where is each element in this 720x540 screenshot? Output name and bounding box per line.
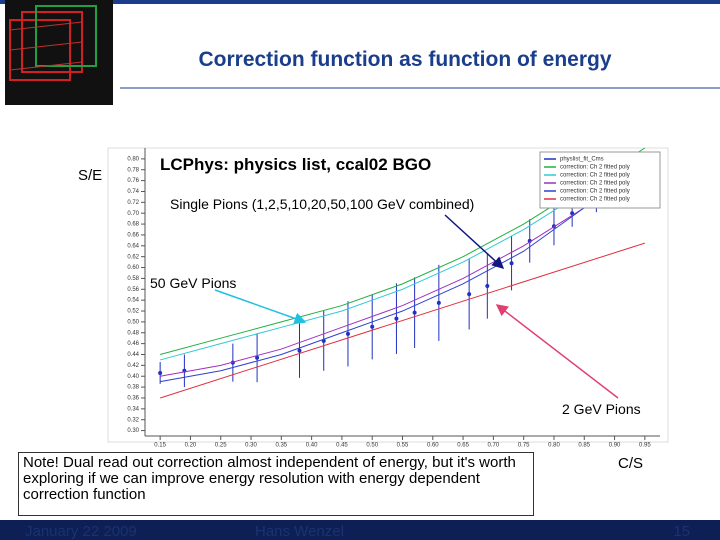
data-point — [412, 310, 417, 315]
y-tick-label: 0.54 — [127, 298, 139, 304]
y-tick-label: 0.40 — [127, 374, 139, 380]
legend-label: correction: Ch 2 fitted poly — [560, 189, 630, 195]
legend-label: correction: Ch 2 fitted poly — [560, 181, 630, 187]
legend-label: correction: Ch 2 fitted poly — [560, 197, 630, 203]
x-tick-label: 0.85 — [578, 443, 590, 449]
x-tick-label: 0.60 — [427, 443, 439, 449]
y-tick-label: 0.34 — [127, 406, 139, 412]
annotation: Single Pions (1,2,5,10,20,50,100 GeV com… — [170, 196, 474, 212]
x-tick-label: 0.20 — [185, 443, 197, 449]
legend-label: physlist_fit_Cms — [560, 157, 604, 163]
legend-label: correction: Ch 2 fitted poly — [560, 173, 630, 179]
y-tick-label: 0.38 — [127, 385, 139, 391]
y-tick-label: 0.60 — [127, 265, 139, 271]
data-point — [297, 348, 302, 353]
annotation: 50 GeV Pions — [150, 275, 236, 291]
y-tick-label: 0.46 — [127, 341, 139, 347]
data-point — [255, 355, 260, 360]
y-tick-label: 0.58 — [127, 276, 139, 282]
data-point — [485, 284, 490, 289]
x-axis-label: C/S — [618, 455, 643, 472]
y-tick-label: 0.52 — [127, 309, 139, 315]
note: Note! Dual read out correction almost in… — [18, 452, 534, 516]
y-tick-label: 0.56 — [127, 287, 139, 293]
y-tick-label: 0.42 — [127, 363, 139, 369]
y-tick-label: 0.64 — [127, 243, 139, 249]
x-tick-label: 0.30 — [245, 443, 257, 449]
x-tick-label: 0.80 — [548, 443, 560, 449]
y-tick-label: 0.74 — [127, 189, 139, 195]
x-tick-label: 0.95 — [639, 443, 651, 449]
data-point — [467, 292, 472, 297]
data-point — [370, 324, 375, 329]
curve — [159, 242, 646, 399]
y-tick-label: 0.44 — [127, 352, 139, 358]
y-tick-label: 0.66 — [127, 233, 139, 239]
x-tick-label: 0.45 — [336, 443, 348, 449]
x-tick-label: 0.35 — [275, 443, 287, 449]
data-point — [509, 261, 514, 266]
annotation: 2 GeV Pions — [562, 401, 641, 417]
plot-subtitle: LCPhys: physics list, ccal02 BGO — [160, 155, 431, 174]
x-tick-label: 0.65 — [457, 443, 469, 449]
x-tick-label: 0.50 — [366, 443, 378, 449]
y-tick-label: 0.36 — [127, 396, 139, 402]
legend-box — [539, 151, 661, 209]
x-tick-label: 0.75 — [518, 443, 530, 449]
curve — [160, 163, 646, 377]
footer-band — [0, 520, 720, 540]
y-tick-label: 0.68 — [127, 222, 139, 228]
y-tick-label: 0.80 — [127, 156, 139, 162]
x-tick-label: 0.55 — [397, 443, 409, 449]
y-tick-label: 0.76 — [127, 178, 139, 184]
x-tick-label: 0.25 — [215, 443, 227, 449]
y-tick-label: 0.30 — [127, 428, 139, 434]
legend-label: correction: Ch 2 fitted poly — [560, 165, 630, 171]
y-tick-label: 0.48 — [127, 330, 139, 336]
footer-date: January 22 2009 — [25, 523, 137, 540]
thumbnail — [5, 0, 113, 105]
data-point — [436, 300, 441, 305]
slide-title: Correction function as function of energ… — [198, 48, 611, 71]
arrow — [495, 304, 619, 399]
x-tick-label: 0.15 — [154, 443, 166, 449]
data-point — [158, 370, 163, 375]
arrow — [214, 289, 307, 325]
y-axis-label: S/E — [78, 167, 102, 184]
data-point — [394, 316, 399, 321]
footer-page: 15 — [673, 523, 690, 540]
curve — [160, 163, 646, 383]
y-tick-label: 0.50 — [127, 319, 139, 325]
x-tick-label: 0.90 — [609, 443, 621, 449]
y-tick-label: 0.70 — [127, 211, 139, 217]
x-tick-label: 0.40 — [306, 443, 318, 449]
y-tick-label: 0.62 — [127, 254, 139, 260]
y-tick-label: 0.32 — [127, 417, 139, 423]
y-tick-label: 0.72 — [127, 200, 139, 206]
y-tick-label: 0.78 — [127, 167, 139, 173]
plot: 0.30 0.32 0.34 0.36 0.38 0.40 0.42 0.44 0.46 0.48… — [127, 147, 661, 449]
arrow — [444, 214, 505, 270]
top-band — [0, 0, 720, 4]
x-tick-label: 0.70 — [488, 443, 500, 449]
footer-author: Hans Wenzel — [255, 523, 344, 540]
data-point — [345, 331, 350, 336]
